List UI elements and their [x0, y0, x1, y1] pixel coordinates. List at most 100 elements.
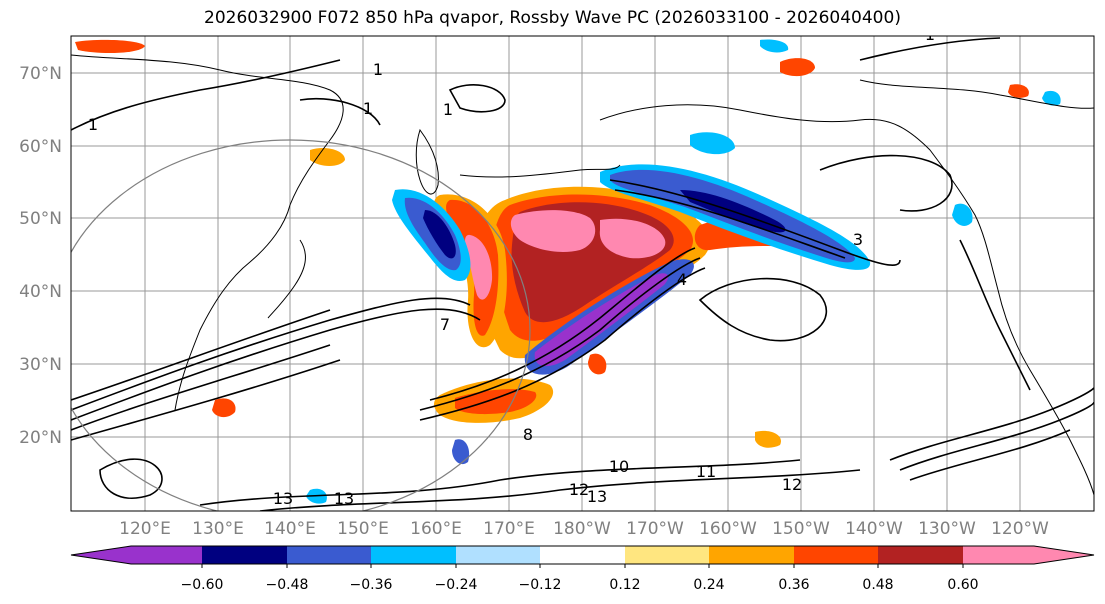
- contour-lines: [71, 37, 1094, 511]
- lon-label: 130°W: [918, 519, 976, 539]
- contour-line: [859, 37, 1001, 61]
- contour-line: [299, 97, 381, 126]
- contour-label: 12: [569, 480, 589, 499]
- colorbar-tick-label: −0.36: [350, 577, 393, 593]
- shade-blob-blue-2: [760, 39, 789, 53]
- contour-line: [429, 247, 696, 401]
- contour-label: 1: [443, 100, 453, 119]
- contour-line: [71, 308, 481, 421]
- shade-pink-west-arm: [465, 234, 493, 300]
- contour-label: 13: [334, 489, 354, 508]
- coastline-kamchatka: [415, 128, 439, 195]
- coastline-alaska: [599, 104, 999, 291]
- contour-line: [889, 387, 1094, 461]
- contour-line: [259, 469, 861, 511]
- shade-blob-blue-1: [690, 132, 735, 155]
- coastline-asia: [71, 54, 344, 411]
- shade-blob-4: [212, 398, 236, 418]
- colorbar-tick-label: −0.12: [519, 577, 562, 593]
- colorbar-outline: [70, 545, 1095, 565]
- contour-label: 1: [373, 60, 383, 79]
- contour-label: 13: [273, 489, 293, 508]
- lon-label: 140°E: [264, 519, 316, 539]
- colorbar-segment: [71, 546, 202, 564]
- colorbar-segment: [287, 546, 371, 564]
- colorbar-tick-label: 0.24: [693, 577, 724, 593]
- colorbar-segment: [625, 546, 709, 564]
- colorbar-segment: [371, 546, 456, 564]
- coastline-namerica-west: [997, 289, 1094, 496]
- contour-label: 11: [696, 462, 716, 481]
- contour-line: [448, 84, 506, 113]
- contour-line: [99, 458, 163, 499]
- coastlines: [71, 54, 1094, 496]
- contour-label: 8: [523, 425, 533, 444]
- contour-line: [71, 59, 341, 131]
- shade-blob-7: [588, 353, 607, 375]
- contour-line: [614, 189, 846, 259]
- lat-label: 20°N: [19, 428, 62, 448]
- lon-label: 140°W: [845, 519, 903, 539]
- colorbar-tick-label: 0.36: [778, 577, 809, 593]
- lon-label: 160°E: [410, 519, 462, 539]
- contour-line: [819, 154, 953, 212]
- colorbar-tick-label: 0.60: [947, 577, 978, 593]
- shade-blob-blue-6: [452, 439, 470, 465]
- positive-anomaly-field: [75, 39, 1029, 448]
- colorbar-tick-label: 0.12: [609, 577, 640, 593]
- latitude-labels: 70°N 60°N 50°N 40°N 30°N 20°N: [19, 64, 62, 448]
- coastline-arctic: [859, 79, 1094, 109]
- contour-label: 13: [587, 487, 607, 506]
- lon-label: 120°E: [119, 519, 171, 539]
- contour-label: 4: [677, 270, 687, 289]
- contour-line: [899, 401, 1094, 471]
- shade-blob-1: [310, 148, 345, 166]
- coastline-japan: [267, 239, 306, 319]
- contour-line: [698, 277, 827, 342]
- colorbar-tick-labels: −0.60 −0.48 −0.36 −0.24 −0.12 0.12 0.24 0.36 0.4…: [181, 564, 979, 593]
- contour-label: 1: [88, 115, 98, 134]
- contour-line: [71, 359, 341, 441]
- contour-line: [71, 344, 331, 431]
- lon-label: 130°E: [192, 519, 244, 539]
- shade-purple-diag-core: [534, 273, 669, 367]
- shade-blob-blue-5: [1042, 90, 1061, 106]
- contour-line: [959, 239, 1031, 391]
- contour-line: [909, 429, 1071, 481]
- shade-blob-blue-3: [952, 203, 973, 226]
- shade-navy-west: [423, 210, 456, 259]
- lon-label: 180°W: [553, 519, 611, 539]
- longitude-labels: 120°E 130°E 140°E 150°E 160°E 170°E 180°W 170°W…: [119, 519, 1049, 539]
- colorbar: [70, 545, 1095, 565]
- contour-line: [419, 257, 701, 411]
- contour-label: 1: [363, 99, 373, 118]
- lon-label: 170°E: [483, 519, 535, 539]
- contour-label: 1: [925, 25, 935, 44]
- colorbar-segment: [709, 546, 794, 564]
- shade-blob-2: [780, 58, 815, 77]
- contour-label: 10: [609, 457, 629, 476]
- reference-circle: [71, 139, 531, 511]
- contour-label: 7: [440, 315, 450, 334]
- colorbar-segment: [456, 546, 540, 564]
- shade-blob-5: [755, 430, 781, 448]
- lat-label: 60°N: [19, 137, 62, 157]
- map-frame: [70, 35, 1095, 512]
- colorbar-tick-label: 0.48: [862, 577, 893, 593]
- contour-line: [609, 179, 901, 266]
- lat-label: 70°N: [19, 64, 62, 84]
- lon-label: 120°W: [991, 519, 1049, 539]
- shade-blob-3: [75, 39, 145, 54]
- shade-pink-core: [510, 210, 596, 252]
- contour-line: [419, 267, 706, 421]
- coastline-aleutians: [459, 164, 621, 178]
- figure-title: 2026032900 F072 850 hPa qvapor, Rossby W…: [204, 8, 901, 28]
- colorbar-tick-label: −0.24: [435, 577, 478, 593]
- shade-pink-core-2: [599, 218, 666, 259]
- lon-label: 150°W: [772, 519, 830, 539]
- lat-label: 30°N: [19, 355, 62, 375]
- colorbar-tick-label: −0.48: [266, 577, 309, 593]
- colorbar-segment: [202, 546, 287, 564]
